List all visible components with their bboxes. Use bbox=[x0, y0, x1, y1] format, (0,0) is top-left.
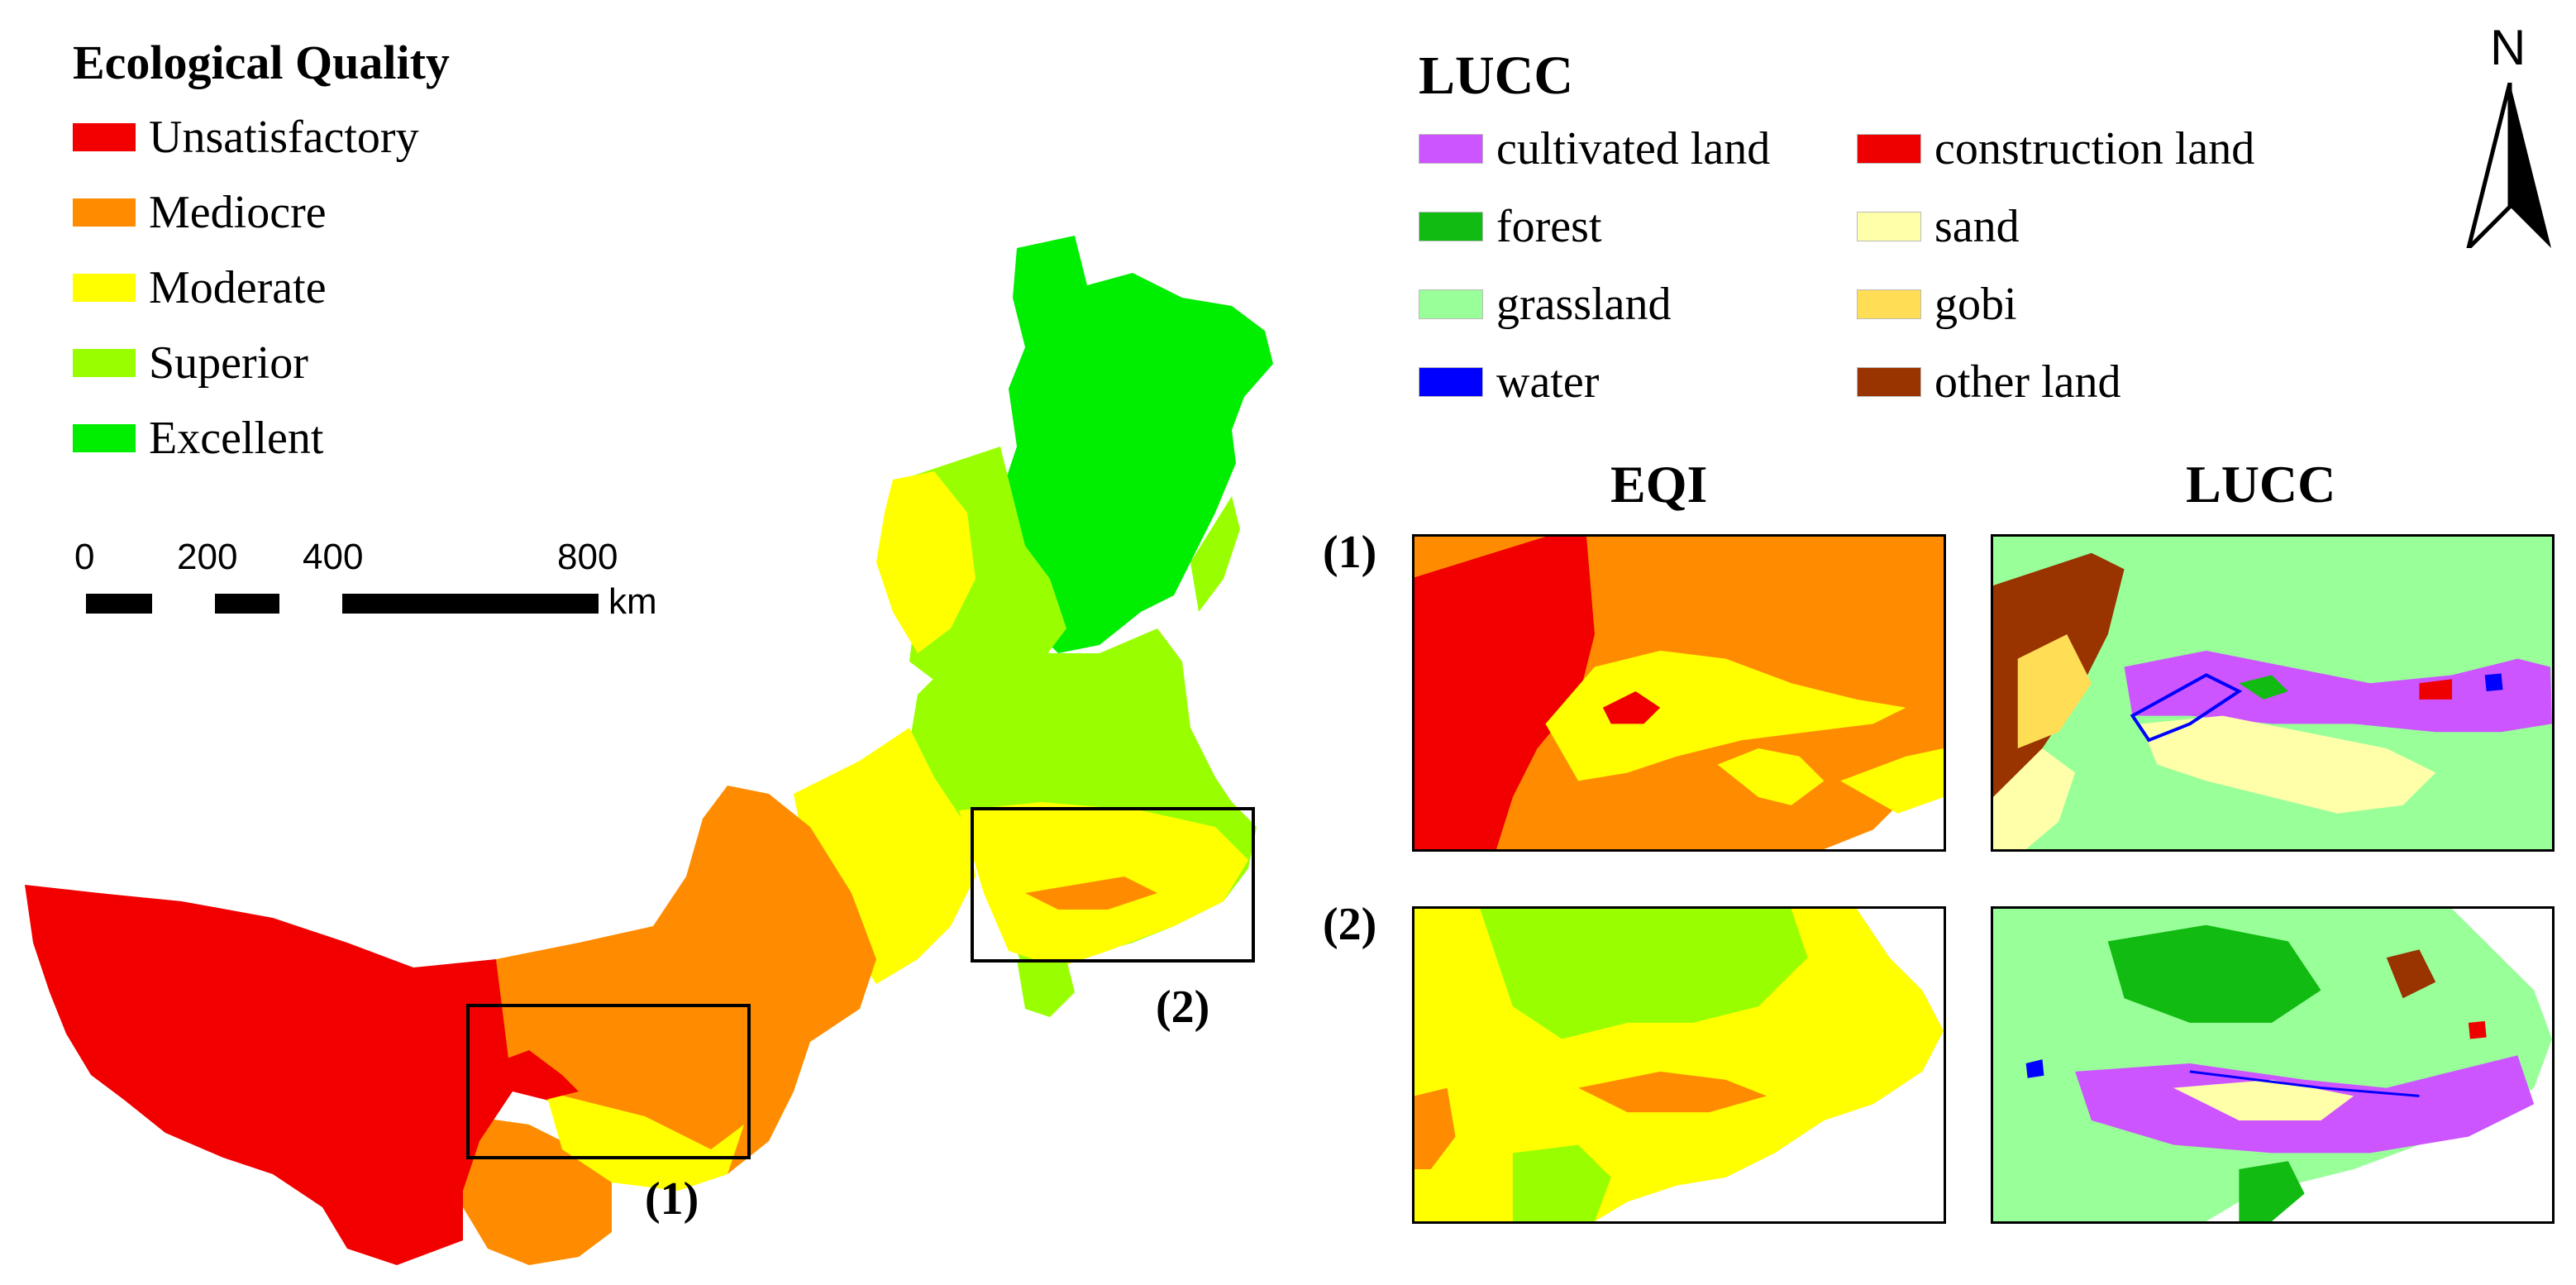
map-region-moderate-north bbox=[876, 471, 976, 653]
legend-label: other land bbox=[1934, 356, 2121, 408]
legend-label: sand bbox=[1934, 201, 2020, 252]
lucc-legend-item: gobi bbox=[1857, 281, 2017, 327]
scale-segment bbox=[86, 594, 152, 614]
map-region-orange-patch-east bbox=[1025, 877, 1157, 910]
legend-swatch bbox=[1857, 134, 1921, 164]
legend-swatch bbox=[1419, 134, 1483, 164]
legend-label: Superior bbox=[149, 337, 308, 389]
scale-tick-200: 200 bbox=[177, 537, 238, 577]
legend-swatch bbox=[1857, 212, 1921, 241]
legend-swatch bbox=[1857, 367, 1921, 397]
legend-label: Moderate bbox=[149, 262, 327, 313]
eq-legend-item: Excellent bbox=[73, 415, 323, 461]
legend-label: Excellent bbox=[149, 413, 324, 464]
row-label-region-2: (2) bbox=[1323, 899, 1377, 950]
scale-tick-400: 400 bbox=[303, 537, 364, 577]
legend-swatch bbox=[73, 123, 136, 151]
map-region-mediocre-middle bbox=[496, 786, 876, 1174]
legend-label: Mediocre bbox=[149, 187, 327, 238]
legend-swatch bbox=[73, 274, 136, 302]
legend-swatch bbox=[73, 198, 136, 227]
row-label-region-1: (1) bbox=[1323, 527, 1377, 578]
panel-eqi-region-2 bbox=[1412, 906, 1946, 1224]
eq-legend-item: Superior bbox=[73, 340, 308, 386]
map-region-excellent-northeast bbox=[1000, 236, 1273, 653]
legend-label: grassland bbox=[1496, 279, 1672, 330]
legend-swatch bbox=[1857, 289, 1921, 319]
inset-box-region-2 bbox=[971, 807, 1255, 963]
lucc-legend-item: sand bbox=[1857, 203, 2020, 250]
north-arrow-icon bbox=[2466, 83, 2551, 248]
map-region-superior-right-strip bbox=[1190, 496, 1240, 612]
column-header-lucc: LUCC bbox=[2186, 455, 2336, 514]
legend-label: forest bbox=[1496, 201, 1602, 252]
eq-legend-item: Unsatisfactory bbox=[73, 114, 419, 160]
legend-swatch bbox=[1419, 367, 1483, 397]
map-label-region-1: (1) bbox=[645, 1173, 699, 1225]
legend-swatch bbox=[73, 424, 136, 452]
lucc-legend-item: construction land bbox=[1857, 126, 2254, 172]
inset-box-region-1 bbox=[466, 1004, 751, 1159]
map-region-red-patch-center bbox=[496, 1050, 579, 1100]
lucc-legend-item: grassland bbox=[1419, 281, 1672, 327]
scale-tick-800: 800 bbox=[557, 537, 618, 577]
lucc-legend-item: forest bbox=[1419, 203, 1602, 250]
legend-label: water bbox=[1496, 356, 1600, 408]
panel-lucc-region-2 bbox=[1991, 906, 2555, 1224]
eq-legend-item: Moderate bbox=[73, 265, 327, 311]
map-region-unsatisfactory-west bbox=[25, 885, 513, 1265]
scale-unit: km bbox=[608, 581, 657, 622]
panel-lucc-region-1 bbox=[1991, 534, 2555, 852]
legend-label: cultivated land bbox=[1496, 123, 1771, 174]
map-region-superior-south-tip bbox=[1017, 959, 1075, 1017]
legend-swatch bbox=[1419, 289, 1483, 319]
eq-legend-item: Mediocre bbox=[73, 189, 327, 236]
lucc-legend-item: cultivated land bbox=[1419, 126, 1770, 172]
legend-label: Unsatisfactory bbox=[149, 112, 419, 163]
column-header-eqi: EQI bbox=[1610, 455, 1708, 514]
legend-label: construction land bbox=[1934, 123, 2255, 174]
north-label: N bbox=[2490, 20, 2526, 75]
panel-eqi-region-1 bbox=[1412, 534, 1946, 852]
legend-label: gobi bbox=[1934, 279, 2017, 330]
lucc-legend-item: water bbox=[1419, 359, 1599, 405]
legend-swatch bbox=[73, 349, 136, 377]
north-arrow: N bbox=[2460, 20, 2559, 248]
scale-segment bbox=[342, 594, 599, 614]
map-label-region-2: (2) bbox=[1156, 982, 1210, 1033]
lucc-legend-item: other land bbox=[1857, 359, 2120, 405]
legend-swatch bbox=[1419, 212, 1483, 241]
lucc-legend-title: LUCC bbox=[1419, 45, 1574, 106]
eq-legend-title: Ecological Quality bbox=[73, 36, 450, 89]
scale-tick-0: 0 bbox=[74, 537, 95, 577]
main-map bbox=[25, 236, 1273, 1265]
scale-segment bbox=[215, 594, 279, 614]
map-region-moderate-south-stripe bbox=[546, 1092, 744, 1191]
